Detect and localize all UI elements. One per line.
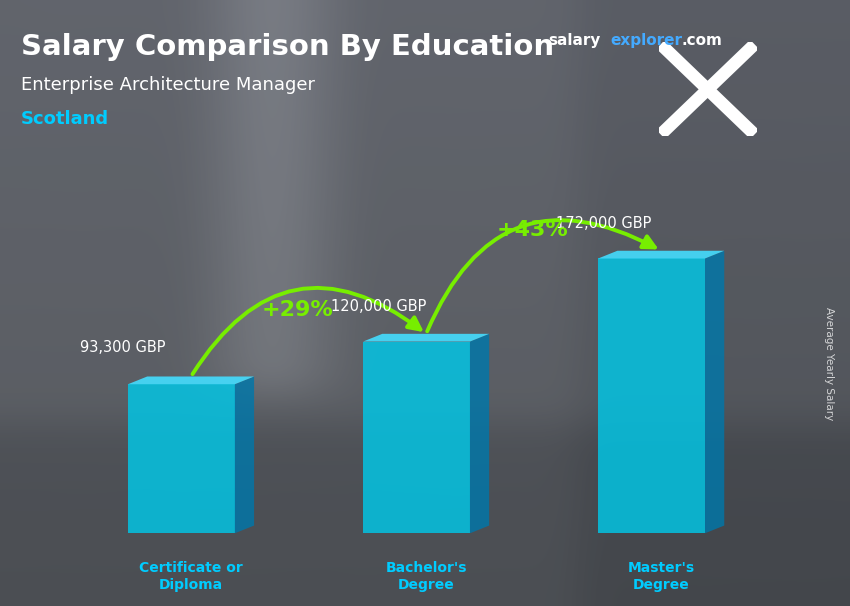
- Text: explorer: explorer: [610, 33, 683, 48]
- FancyArrowPatch shape: [428, 220, 654, 331]
- Text: Bachelor's
Degree: Bachelor's Degree: [385, 561, 467, 591]
- Polygon shape: [235, 376, 254, 533]
- Polygon shape: [598, 259, 705, 533]
- Text: Enterprise Architecture Manager: Enterprise Architecture Manager: [21, 76, 315, 94]
- Polygon shape: [705, 251, 724, 533]
- Text: 120,000 GBP: 120,000 GBP: [332, 299, 427, 315]
- Text: +29%: +29%: [262, 301, 334, 321]
- Text: Master's
Degree: Master's Degree: [627, 561, 694, 591]
- Text: Scotland: Scotland: [21, 110, 110, 128]
- Text: +43%: +43%: [497, 220, 569, 240]
- Polygon shape: [470, 334, 489, 533]
- Polygon shape: [363, 334, 489, 342]
- Text: 172,000 GBP: 172,000 GBP: [556, 216, 651, 231]
- Text: salary: salary: [548, 33, 601, 48]
- Polygon shape: [128, 384, 235, 533]
- Polygon shape: [598, 251, 724, 259]
- Text: .com: .com: [682, 33, 722, 48]
- Text: Certificate or
Diploma: Certificate or Diploma: [139, 561, 243, 591]
- Text: 93,300 GBP: 93,300 GBP: [80, 341, 166, 355]
- Text: Salary Comparison By Education: Salary Comparison By Education: [21, 33, 554, 61]
- Polygon shape: [128, 376, 254, 384]
- FancyArrowPatch shape: [192, 288, 421, 374]
- Polygon shape: [363, 342, 470, 533]
- Text: Average Yearly Salary: Average Yearly Salary: [824, 307, 834, 420]
